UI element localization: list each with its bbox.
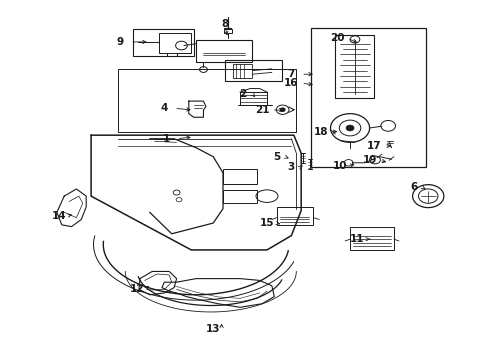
Bar [350,226,394,250]
Bar [159,33,191,53]
Text: 6: 6 [410,182,417,192]
Text: 13: 13 [206,324,220,334]
Bar [223,190,257,203]
Text: 10: 10 [333,161,347,171]
Bar [224,29,232,33]
Text: 5: 5 [273,152,280,162]
Bar [223,169,257,184]
Text: 20: 20 [331,33,345,43]
Bar [233,64,252,78]
Bar [311,28,426,167]
Text: 18: 18 [314,127,328,136]
Text: 11: 11 [350,234,365,244]
Text: 1: 1 [163,134,171,144]
Bar [196,40,252,62]
Text: 2: 2 [239,89,246,99]
Text: 14: 14 [52,211,67,221]
Text: 21: 21 [255,105,270,115]
Text: 17: 17 [367,141,382,151]
Text: 8: 8 [222,19,229,29]
Text: 3: 3 [288,162,295,172]
Bar [277,207,314,225]
Bar [133,30,194,56]
Circle shape [280,108,285,112]
Bar [335,35,374,98]
Text: 4: 4 [161,103,168,113]
Text: 15: 15 [260,218,274,228]
Circle shape [346,125,354,131]
Text: 9: 9 [117,37,124,47]
Text: 16: 16 [284,78,299,88]
Text: 19: 19 [363,155,377,165]
Text: 7: 7 [288,69,295,79]
Text: 12: 12 [130,284,145,294]
Bar [225,60,282,81]
Bar [118,69,296,132]
